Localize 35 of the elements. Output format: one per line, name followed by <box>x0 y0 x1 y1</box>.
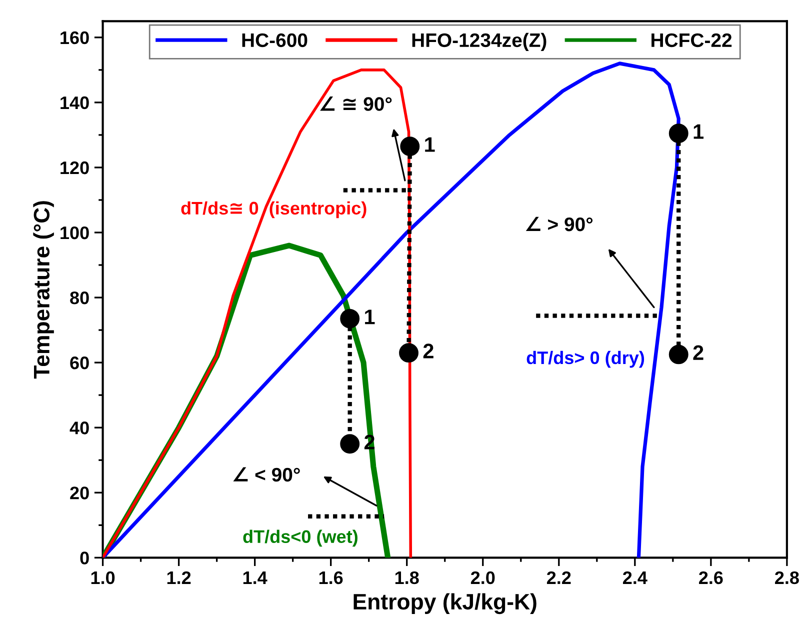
x-tick-label: 2.8 <box>775 571 799 584</box>
y-tick-label: 100 <box>60 226 89 240</box>
y-tick-label: 20 <box>70 486 89 500</box>
y-tick-label: 120 <box>60 161 89 174</box>
annotation: dT/ds> 0 (dry) <box>526 350 644 368</box>
annotation: 1 <box>694 124 704 139</box>
x-tick-label: 1.0 <box>91 571 115 584</box>
annotation: dT/ds≅ 0 (isentropic) <box>181 201 366 218</box>
annotation: 1 <box>365 310 375 324</box>
x-tick-label: 2.0 <box>470 571 495 584</box>
x-tick-label: 1.6 <box>319 571 343 584</box>
y-tick-label: 60 <box>70 356 89 370</box>
x-tick-label: 1.2 <box>167 571 191 584</box>
y-axis-title: Temperature (°C) <box>33 201 54 379</box>
x-tick-label: 1.8 <box>395 571 419 584</box>
x-axis-title: Entropy (kJ/kg-K) <box>354 593 536 614</box>
y-tick-label: 160 <box>60 31 89 44</box>
legend-label: HCFC-22 <box>652 33 732 48</box>
legend-label: HFO-1234ze(Z) <box>412 32 546 51</box>
x-tick-label: 1.4 <box>243 572 268 584</box>
annotation: dT/ds<0 (wet) <box>243 530 358 547</box>
annotation: ∠ ≅ 90° <box>320 96 392 111</box>
x-tick-label: 2.6 <box>699 571 723 584</box>
y-tick-label: 140 <box>60 96 89 110</box>
annotation: ∠ > 90° <box>526 216 593 232</box>
x-tick-label: 2.4 <box>622 571 648 584</box>
y-tick-label: 80 <box>70 291 89 304</box>
annotation: 2 <box>423 344 434 358</box>
x-tick-label: 2.2 <box>546 571 571 584</box>
annotation: 2 <box>693 345 704 360</box>
y-tick-label: 0 <box>80 552 89 564</box>
legend-label: HC-600 <box>242 33 308 48</box>
y-tick-label: 40 <box>70 422 89 434</box>
annotation: ∠ < 90° <box>233 467 300 482</box>
annotation: 1 <box>425 137 435 152</box>
